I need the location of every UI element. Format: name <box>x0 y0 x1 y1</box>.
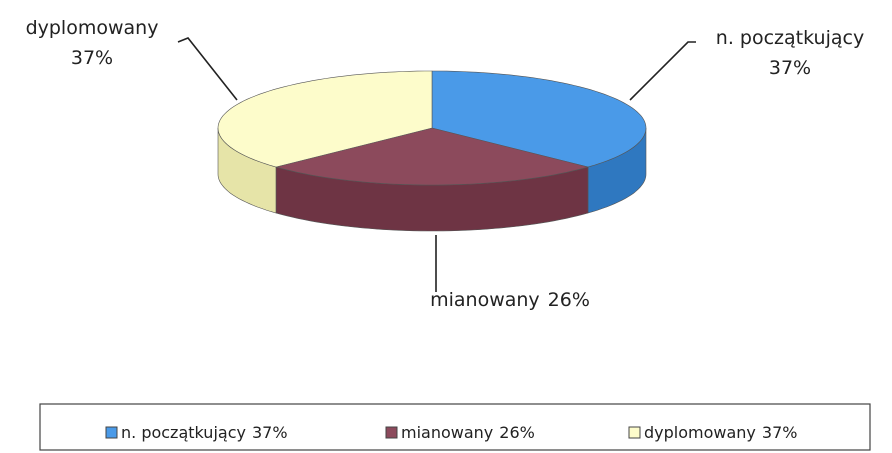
legend: n. początkujący 37% mianowany 26% dyplomowan… <box>105 423 797 442</box>
legend-swatch <box>105 426 118 439</box>
label-value: 26% <box>548 289 590 311</box>
legend-box <box>39 403 871 451</box>
legend-value: 26% <box>499 423 535 442</box>
legend-swatch <box>628 426 641 439</box>
legend-label: n. początkujący 37% <box>121 423 288 442</box>
slice-label: dyplomowany 37% <box>26 17 159 69</box>
legend-value: 37% <box>252 423 288 442</box>
legend-name: mianowany <box>401 423 493 442</box>
slice-label: mianowany 26% <box>430 289 590 311</box>
leader-line <box>177 37 238 101</box>
legend-name: dyplomowany <box>644 423 756 442</box>
leader-line <box>629 41 696 101</box>
label-name: n. początkujący <box>716 27 864 49</box>
slice <box>217 70 433 168</box>
pie <box>217 70 647 232</box>
label-value: 37% <box>769 57 811 79</box>
label-name: dyplomowany <box>26 17 159 39</box>
label-value: 37% <box>71 47 113 69</box>
slice-label: n. początkujący 37% <box>716 27 864 79</box>
legend-value: 37% <box>762 423 798 442</box>
legend-swatch <box>385 426 398 439</box>
slice <box>431 70 647 168</box>
legend-name: n. początkujący <box>121 423 246 442</box>
slice <box>274 127 590 186</box>
legend-label: dyplomowany 37% <box>644 423 797 442</box>
label-name: mianowany <box>430 289 540 311</box>
legend-label: mianowany 26% <box>401 423 535 442</box>
